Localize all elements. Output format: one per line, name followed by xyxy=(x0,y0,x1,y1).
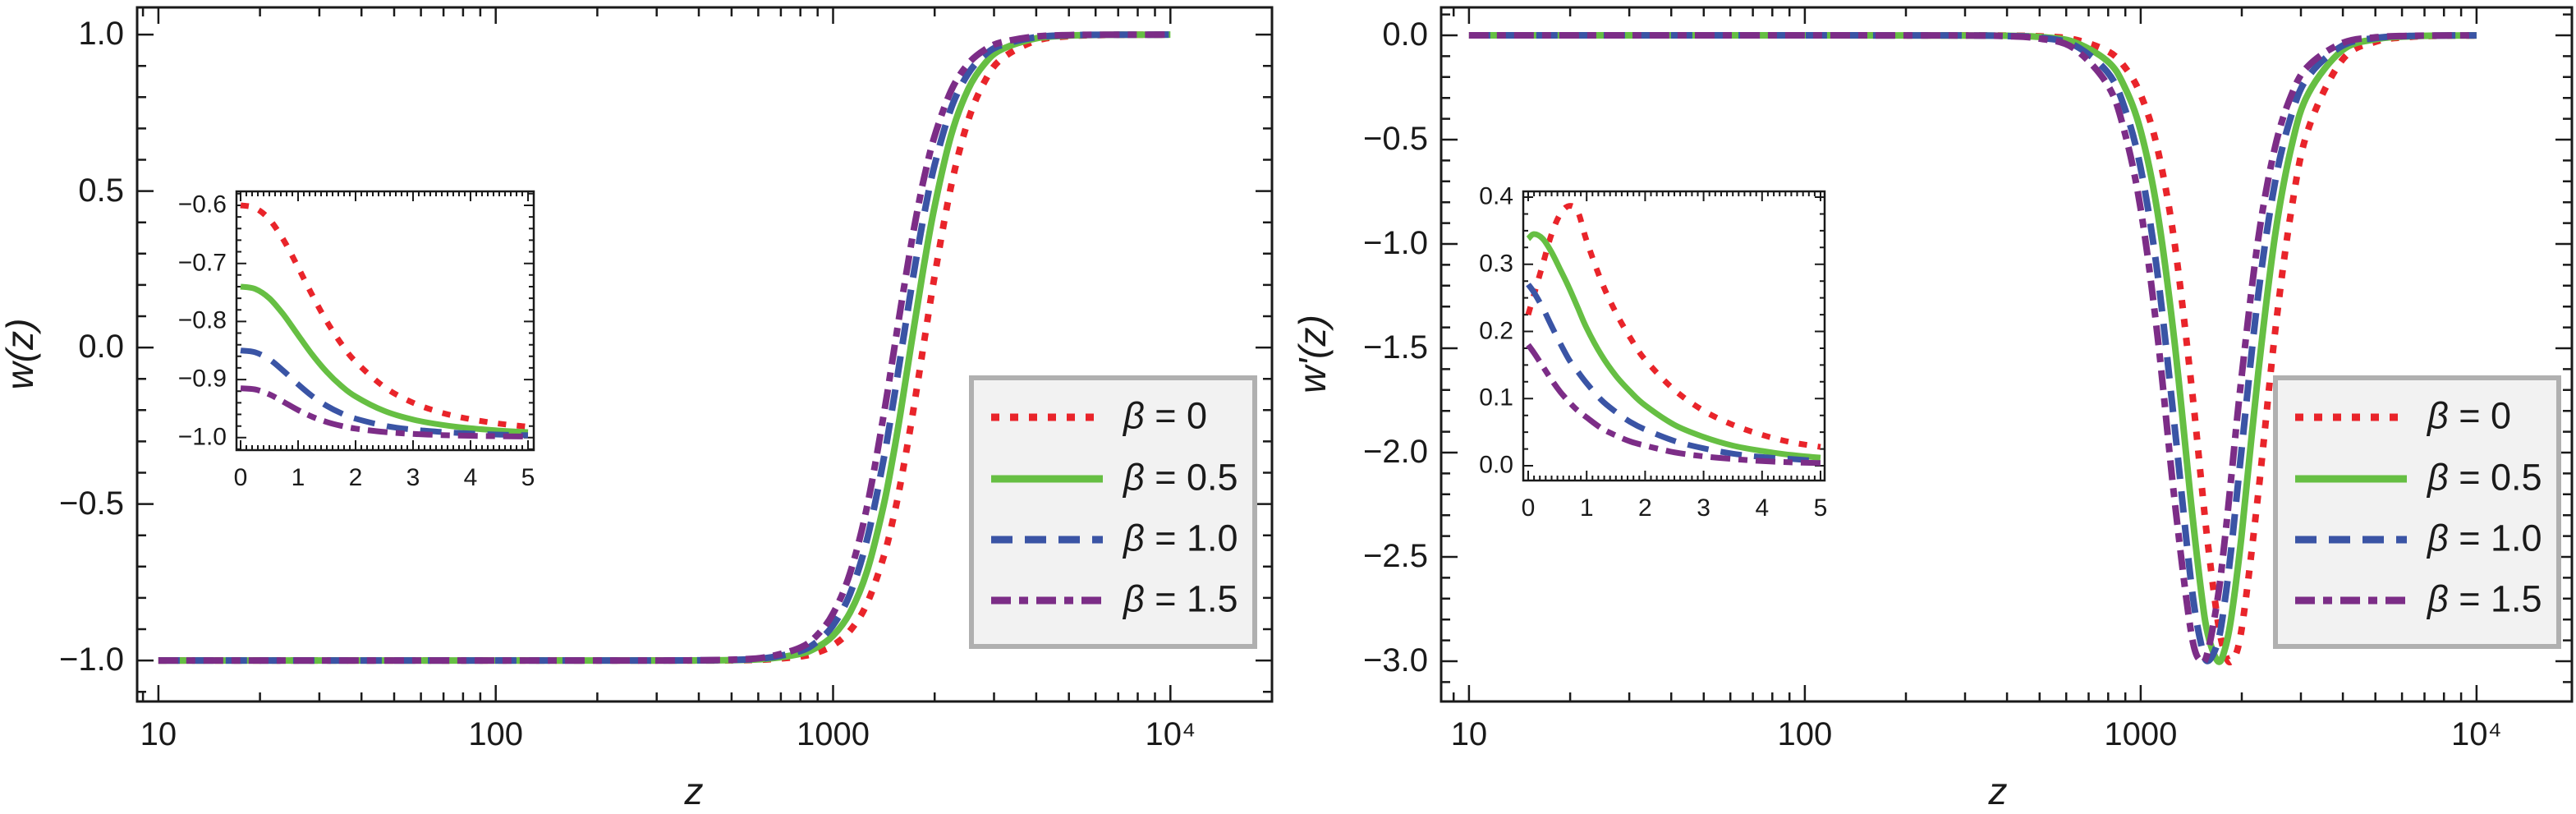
w-of-z-curve-3 xyxy=(158,31,1171,665)
wprime-of-z-inset-curve-3 xyxy=(1526,343,1821,467)
w-of-z-inset-curve-1 xyxy=(240,283,529,435)
panel-wprime-of-z xyxy=(1440,6,2574,703)
wprime-of-z-inset-frame xyxy=(1522,190,1826,482)
wprime-of-z-inset xyxy=(1522,190,1826,482)
wprime-of-z-inset-curve-1 xyxy=(1526,231,1821,461)
w-of-z-inset xyxy=(235,190,535,452)
w-of-z-legend xyxy=(969,375,1257,649)
w-of-z-inset-curve-3 xyxy=(240,385,529,439)
wprime-of-z-legend-box xyxy=(2273,375,2561,649)
wprime-of-z-inset-curve-0 xyxy=(1525,203,1821,450)
panel-w-of-z xyxy=(135,6,1274,703)
w-of-z-ticks xyxy=(137,7,1272,701)
wprime-of-z-curve-3 xyxy=(1468,32,2477,666)
w-of-z-legend-box xyxy=(969,375,1257,649)
wprime-of-z-curve-0 xyxy=(1468,32,2477,666)
wprime-of-z-inset-ticks xyxy=(1523,191,1825,481)
w-of-z-inset-ticks xyxy=(236,191,534,450)
w-of-z-inset-curve-0 xyxy=(240,202,529,430)
wprime-of-z-inset-curve-2 xyxy=(1526,283,1821,464)
wprime-of-z-legend xyxy=(2273,375,2561,649)
w-of-z-frame xyxy=(135,6,1274,703)
wprime-of-z-ticks xyxy=(1441,7,2572,701)
